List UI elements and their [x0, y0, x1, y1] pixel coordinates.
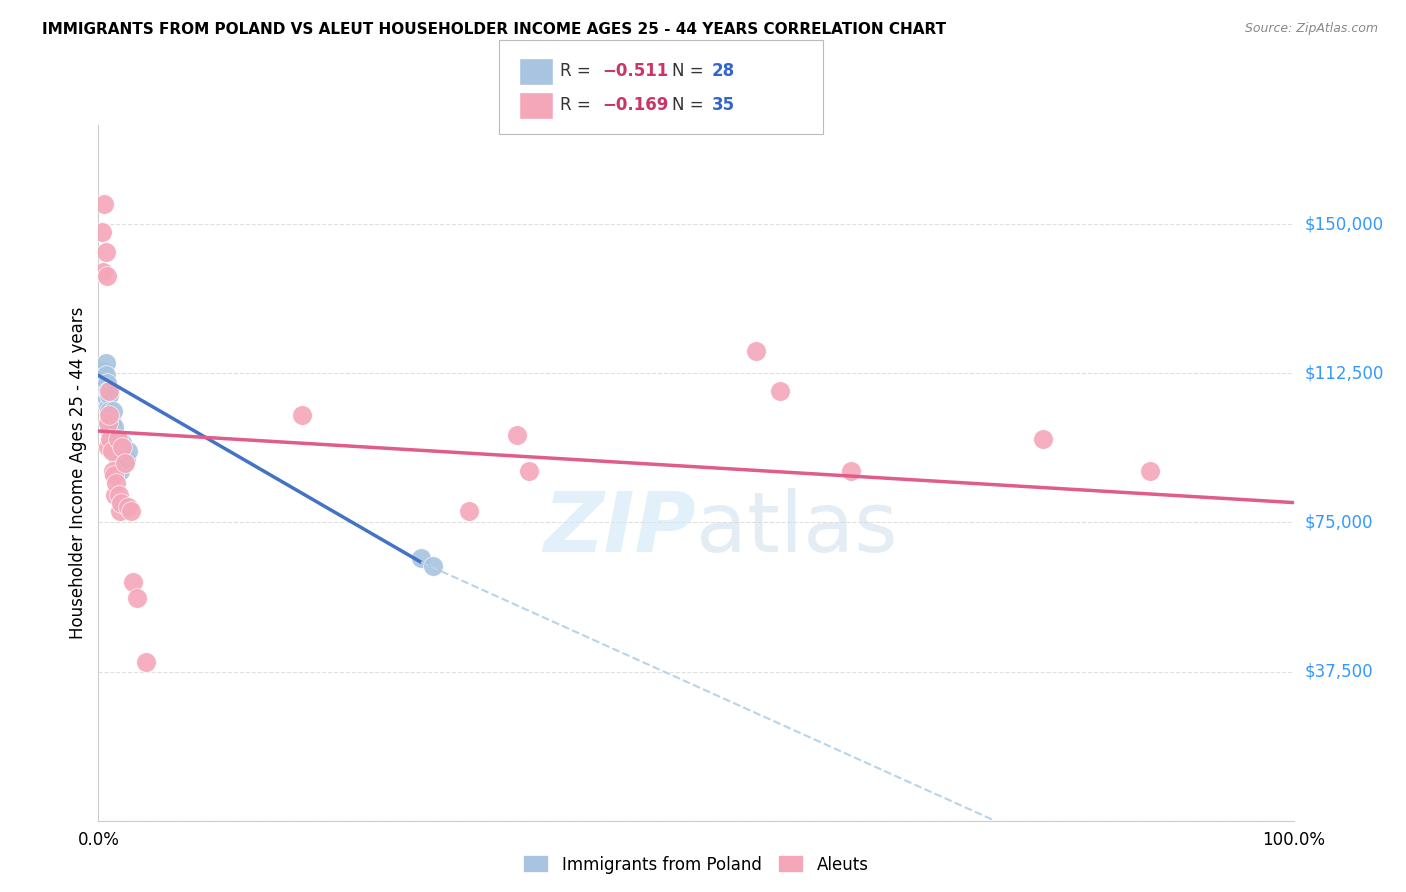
Point	[98, 432, 122, 446]
Point	[458, 503, 481, 517]
Point	[111, 440, 134, 454]
Point	[98, 408, 121, 422]
Point	[517, 464, 540, 478]
Point	[107, 432, 129, 446]
Point	[1139, 464, 1161, 478]
Point	[135, 655, 157, 669]
Text: N =: N =	[672, 62, 709, 80]
Point	[101, 404, 124, 418]
Point	[100, 416, 122, 430]
Point	[290, 408, 312, 422]
Point	[411, 551, 433, 566]
Point	[1032, 432, 1054, 446]
Point	[745, 344, 768, 359]
Point	[96, 376, 118, 391]
Point	[506, 428, 529, 442]
Legend: Immigrants from Poland, Aleuts: Immigrants from Poland, Aleuts	[515, 847, 877, 882]
Point	[91, 225, 114, 239]
Point	[93, 376, 115, 391]
Point	[104, 488, 127, 502]
Point	[103, 420, 125, 434]
Text: R =: R =	[560, 96, 596, 114]
Point	[98, 436, 122, 450]
Text: $112,500: $112,500	[1305, 364, 1384, 383]
Point	[94, 245, 117, 260]
Point	[96, 392, 118, 407]
Text: −0.511: −0.511	[602, 62, 668, 80]
Point	[94, 380, 117, 394]
Point	[91, 265, 114, 279]
Point	[101, 464, 124, 478]
Point	[110, 495, 132, 509]
Point	[103, 436, 125, 450]
Point	[114, 456, 136, 470]
Point	[98, 416, 121, 430]
Point	[105, 475, 128, 490]
Point	[111, 436, 134, 450]
Text: R =: R =	[560, 62, 596, 80]
Point	[94, 356, 117, 370]
Point	[97, 416, 120, 430]
Text: N =: N =	[672, 96, 709, 114]
Point	[93, 197, 115, 211]
Point	[94, 368, 117, 383]
Point	[120, 503, 142, 517]
Point	[107, 451, 129, 466]
Point	[96, 268, 118, 283]
Text: 28: 28	[711, 62, 734, 80]
Point	[98, 384, 121, 399]
Point	[91, 364, 114, 378]
Point	[100, 443, 122, 458]
Point	[122, 575, 145, 590]
Point	[125, 591, 148, 605]
Text: $37,500: $37,500	[1305, 663, 1374, 681]
Text: ZIP: ZIP	[543, 488, 696, 569]
Text: −0.169: −0.169	[602, 96, 668, 114]
Point	[108, 503, 131, 517]
Y-axis label: Householder Income Ages 25 - 44 years: Householder Income Ages 25 - 44 years	[69, 307, 87, 639]
Point	[97, 384, 120, 399]
Point	[107, 436, 129, 450]
Point	[104, 432, 127, 446]
Point	[768, 384, 790, 399]
Point	[115, 451, 138, 466]
Point	[97, 440, 120, 454]
Point	[93, 388, 115, 402]
Point	[98, 404, 121, 418]
Point	[98, 424, 122, 438]
Point	[103, 467, 125, 482]
Text: atlas: atlas	[696, 488, 897, 569]
Point	[839, 464, 862, 478]
Point	[117, 500, 139, 514]
Text: 35: 35	[711, 96, 734, 114]
Point	[422, 559, 444, 574]
Point	[117, 443, 139, 458]
Point	[98, 388, 121, 402]
Text: IMMIGRANTS FROM POLAND VS ALEUT HOUSEHOLDER INCOME AGES 25 - 44 YEARS CORRELATIO: IMMIGRANTS FROM POLAND VS ALEUT HOUSEHOL…	[42, 22, 946, 37]
Point	[97, 400, 120, 414]
Point	[107, 488, 129, 502]
Text: Source: ZipAtlas.com: Source: ZipAtlas.com	[1244, 22, 1378, 36]
Text: $75,000: $75,000	[1305, 514, 1374, 532]
Text: $150,000: $150,000	[1305, 215, 1384, 234]
Point	[108, 464, 131, 478]
